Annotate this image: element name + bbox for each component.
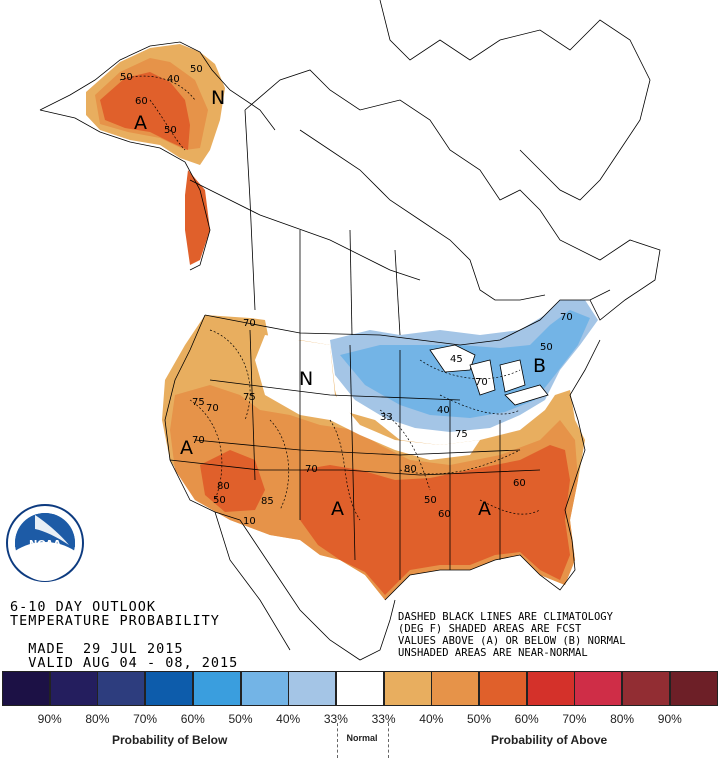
contour-label: 70	[206, 403, 219, 414]
legend-below-pct: 60%	[180, 712, 205, 726]
west-above-letter: A	[180, 437, 193, 459]
legend-above-pct: 33%	[371, 712, 396, 726]
note-line-1: DASHED BLACK LINES ARE CLIMATOLOGY	[398, 611, 613, 623]
contour-label: 75	[243, 392, 256, 403]
contour-label: 50	[120, 72, 133, 83]
legend-below-pct: 70%	[133, 712, 158, 726]
contour-labels: 50 40 50 60 50 70 75 70 75 70 80 50 85 1…	[120, 64, 573, 527]
made-label-text: MADE	[28, 641, 65, 657]
below-title: Probability of Below	[112, 733, 228, 747]
legend-swatch	[240, 671, 289, 706]
contour-label: 50	[164, 125, 177, 136]
legend-above-pct: 60%	[514, 712, 539, 726]
legend-below-pct: 33%	[323, 712, 348, 726]
legend-swatch	[97, 671, 146, 706]
valid-label-text: VALID	[28, 655, 74, 671]
legend-below-pct: 80%	[85, 712, 110, 726]
contour-label: 50	[213, 495, 226, 506]
contour-label: 85	[261, 496, 274, 507]
normal-title: Normal	[346, 733, 378, 743]
legend-swatch	[383, 671, 432, 706]
legend-below-pct: 90%	[37, 712, 62, 726]
alaska-shading	[86, 44, 225, 265]
contour-label: 75	[455, 429, 468, 440]
legend-swatch	[574, 671, 623, 706]
outlook-map: A N A N A A B 50 40 50 60 50 70 75 70 75…	[39, 0, 661, 661]
contour-label: 60	[135, 96, 148, 107]
legend-swatch	[49, 671, 98, 706]
legend-below-pct: 40%	[276, 712, 301, 726]
made-label: MADE 29 JUL 2015	[10, 628, 183, 656]
legend-below-pct: 50%	[228, 712, 253, 726]
contour-label: 10	[243, 516, 256, 527]
legend-above-pct: 40%	[419, 712, 444, 726]
contour-label: 50	[190, 64, 203, 75]
outlook-title: 6-10 DAY OUTLOOK	[10, 599, 157, 615]
climatology-lines	[119, 75, 541, 521]
above-title: Probability of Above	[491, 733, 608, 747]
plains-normal-letter: N	[299, 368, 313, 390]
contour-label: 80	[404, 464, 417, 475]
contour-label: 70	[560, 312, 573, 323]
northeast-below-letter: B	[533, 355, 546, 377]
contour-label: 70	[192, 435, 205, 446]
contour-label: 80	[217, 481, 230, 492]
legend-swatch	[669, 671, 718, 706]
legend-above-pct: 90%	[657, 712, 682, 726]
legend-swatch	[335, 671, 384, 706]
contour-label: 70	[475, 377, 488, 388]
contour-label: 50	[540, 342, 553, 353]
contour-label: 70	[243, 318, 256, 329]
contour-label: 70	[305, 464, 318, 475]
contour-label: 75	[192, 397, 205, 408]
alaska-normal-letter: N	[211, 87, 225, 109]
note-line-3: VALUES ABOVE (A) OR BELOW (B) NORMAL	[398, 635, 626, 647]
legend-swatch	[431, 671, 480, 706]
southwest-above-letter: A	[331, 498, 344, 520]
valid-label: VALID AUG 04 - 08, 2015	[10, 642, 238, 670]
alaska-above-letter: A	[134, 112, 147, 134]
legend-swatch	[2, 671, 50, 706]
near-normal-area	[255, 335, 480, 460]
contour-label: 60	[438, 509, 451, 520]
legend-above-pct: 80%	[610, 712, 635, 726]
contour-label: 45	[450, 354, 463, 365]
contour-label: 60	[513, 478, 526, 489]
legend-swatch	[145, 671, 194, 706]
made-date: 29 JUL 2015	[83, 641, 184, 657]
logo-text: NOAA	[29, 539, 61, 550]
note-line-4: UNSHADED AREAS ARE NEAR-NORMAL	[398, 647, 588, 659]
map-outlines	[39, 0, 661, 661]
legend-swatch	[526, 671, 575, 706]
contour-label: 40	[437, 405, 450, 416]
legend-swatch	[479, 671, 527, 706]
normal-divider	[337, 723, 389, 758]
legend-above-pct: 70%	[562, 712, 587, 726]
outlook-subtitle: TEMPERATURE PROBABILITY	[10, 613, 220, 629]
contour-label: 40	[167, 74, 180, 85]
legend-above-pct: 50%	[466, 712, 492, 726]
contour-label: 50	[424, 495, 437, 506]
contour-label: 33	[380, 412, 393, 423]
valid-dates: AUG 04 - 08, 2015	[83, 655, 239, 671]
noaa-logo-icon: NOAA	[6, 504, 84, 582]
note-line-2: (DEG F) SHADED AREAS ARE FCST	[398, 623, 582, 635]
southeast-above-letter: A	[478, 498, 491, 520]
legend-swatch	[288, 671, 337, 706]
legend-swatch	[192, 671, 241, 706]
legend-swatch	[622, 671, 671, 706]
